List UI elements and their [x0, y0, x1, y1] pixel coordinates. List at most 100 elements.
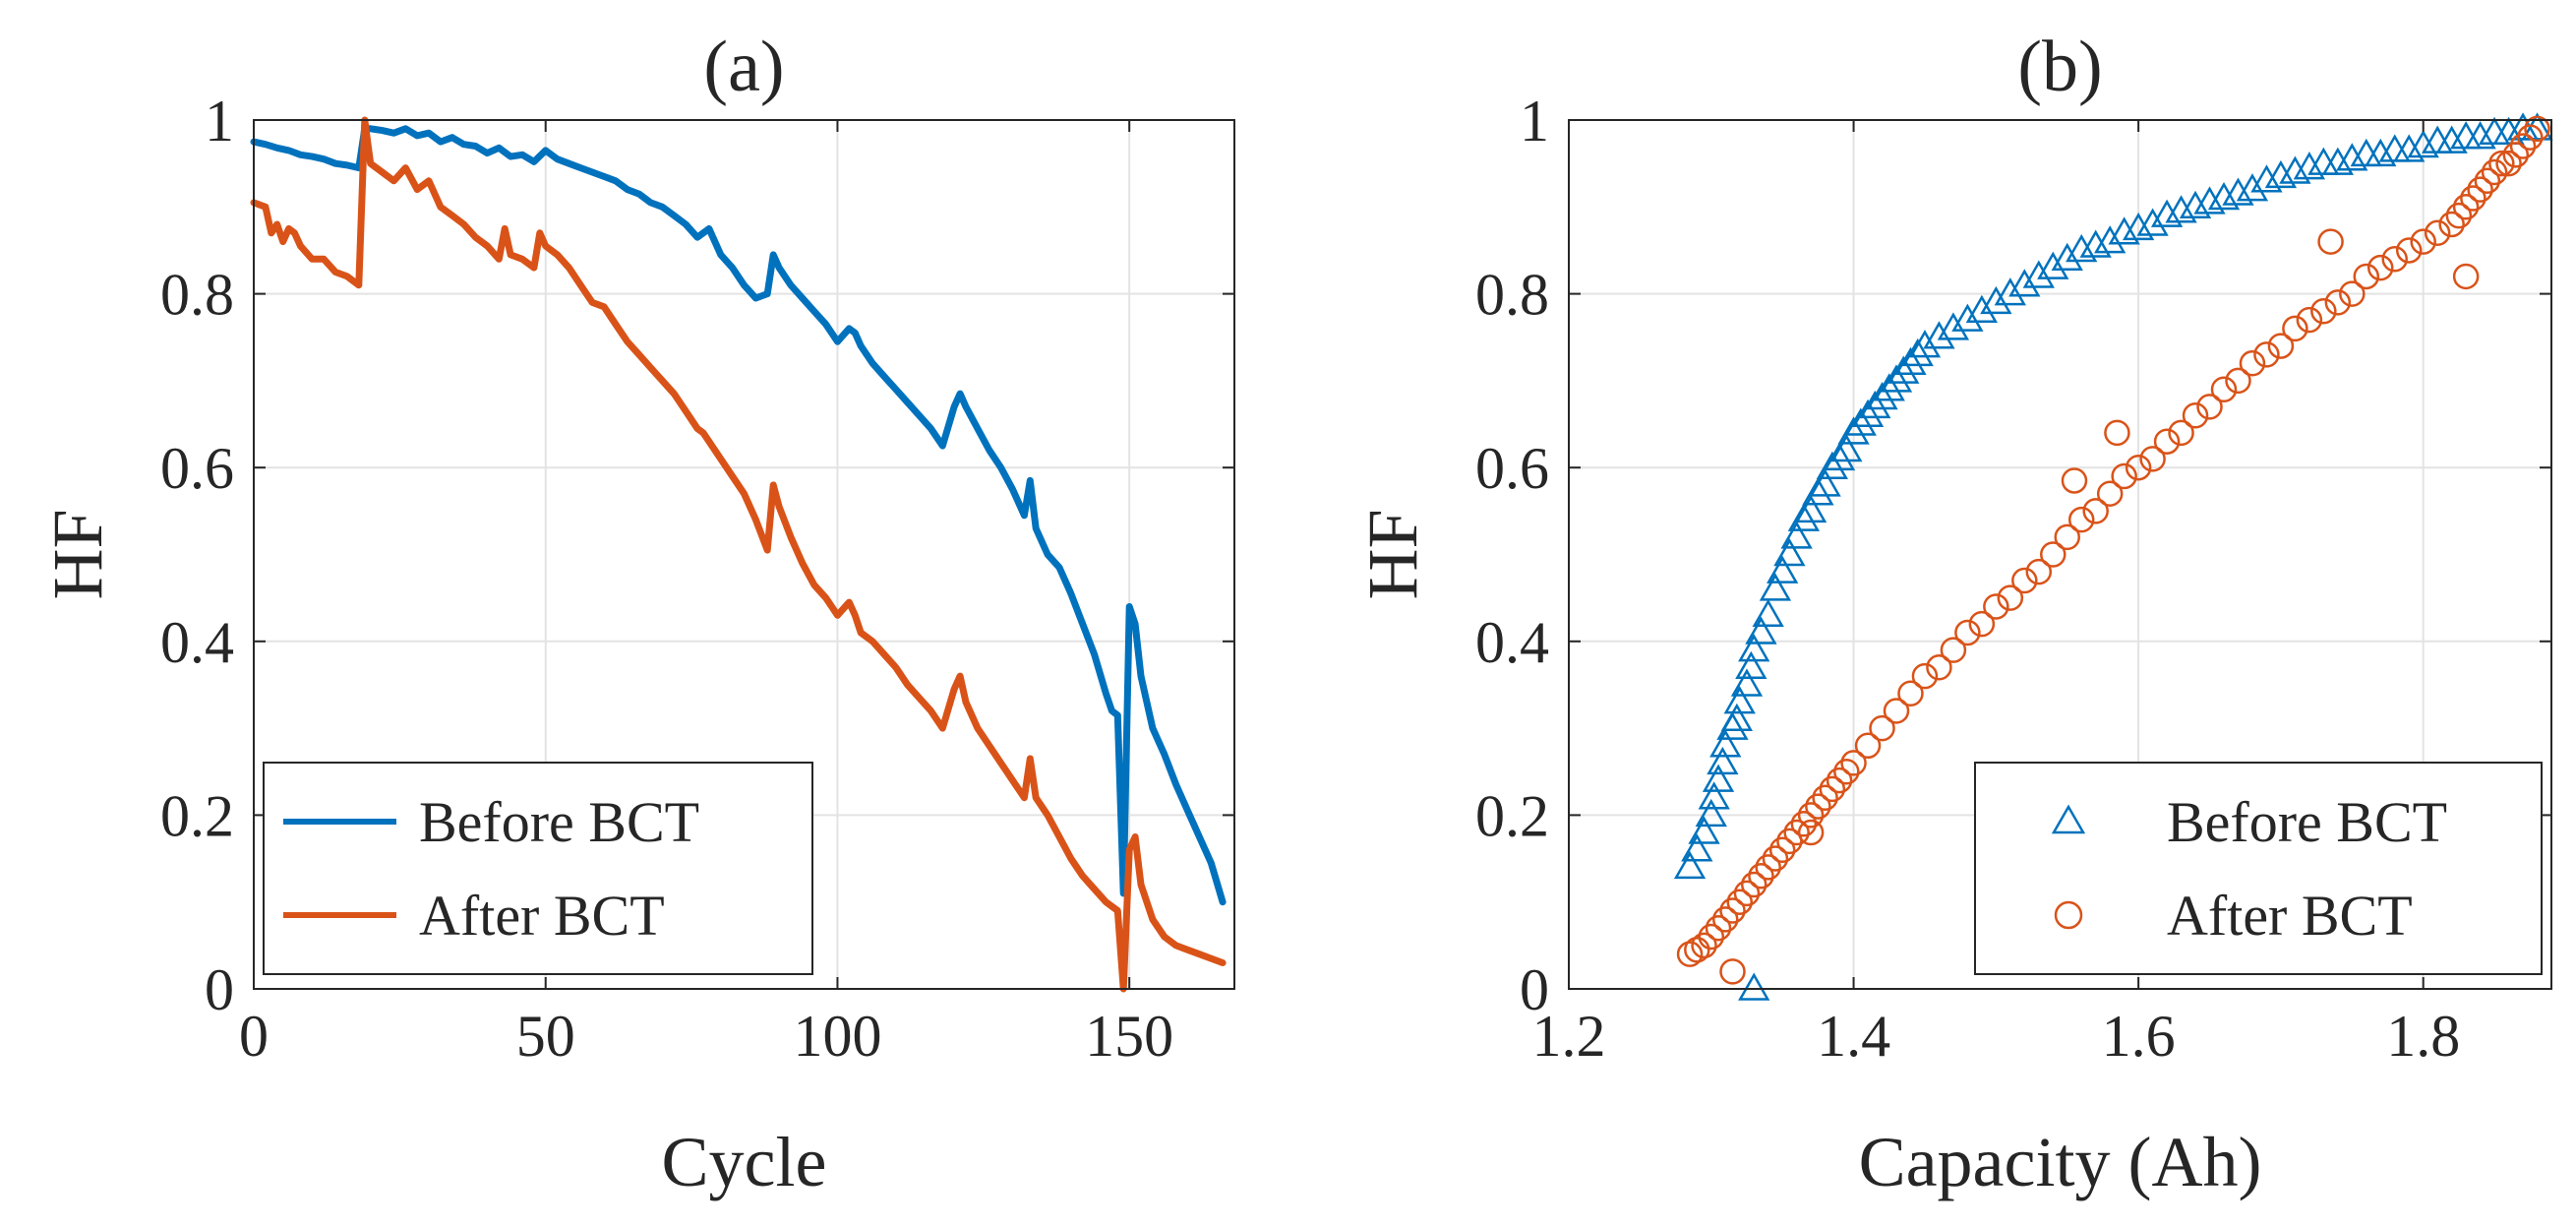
panel-a-x-axis-label: Cycle [662, 1123, 827, 1201]
scatter-point-before-bct [2293, 152, 2326, 180]
scatter-point-before-bct [1773, 537, 1806, 567]
x-tick-label: 150 [1085, 1004, 1173, 1069]
scatter-point-after-bct [1733, 880, 1761, 907]
series-line-after-bct [250, 116, 1227, 993]
scatter-point-before-bct [1730, 668, 1764, 697]
scatter-point-before-bct [1923, 321, 1955, 349]
scatter-point-after-bct [2524, 115, 2550, 143]
scatter-point-before-bct [1844, 407, 1877, 436]
y-tick-label: 1 [1520, 89, 1549, 154]
y-tick-label: 0 [205, 957, 234, 1022]
scatter-point-before-bct [1880, 364, 1913, 393]
scatter-point-after-bct [2104, 419, 2130, 447]
scatter-point-after-bct [2196, 394, 2223, 420]
panel-b-legend-label-before: Before BCT [2167, 790, 2447, 854]
scatter-point-after-bct [1869, 714, 1895, 742]
scatter-point-before-bct [2521, 112, 2553, 141]
scatter-point-before-bct [2066, 233, 2098, 263]
scatter-point-after-bct [1968, 610, 1996, 638]
scatter-point-before-bct [1887, 355, 1920, 384]
scatter-point-before-bct [1738, 634, 1770, 662]
scatter-point-after-bct [2324, 289, 2352, 316]
scatter-point-after-bct [2445, 202, 2473, 229]
scatter-point-after-bct [2424, 219, 2451, 247]
scatter-point-after-bct [2153, 428, 2181, 455]
scatter-point-before-bct [1720, 703, 1753, 732]
scatter-point-before-bct [2165, 195, 2197, 223]
scatter-point-before-bct [1707, 746, 1739, 775]
scatter-point-after-bct [2239, 349, 2266, 377]
scatter-point-before-bct [2207, 181, 2241, 211]
scatter-point-before-bct [2250, 164, 2283, 193]
scatter-point-after-bct [1684, 937, 1710, 963]
scatter-point-before-bct [1937, 312, 1970, 340]
scatter-point-before-bct [1994, 277, 2026, 306]
x-tick-label: 1.2 [1532, 1004, 1606, 1069]
scatter-point-after-bct [1805, 793, 1831, 820]
scatter-point-after-bct [1797, 802, 1825, 829]
scatter-point-after-bct [2182, 401, 2209, 429]
scatter-point-after-bct [2395, 237, 2423, 264]
scatter-point-before-bct [2150, 199, 2184, 227]
scatter-point-before-bct [1738, 972, 1770, 1001]
scatter-point-after-bct [1768, 836, 1796, 863]
scatter-point-after-bct [1833, 759, 1860, 785]
y-tick-label: 0.2 [160, 783, 234, 848]
scatter-point-before-bct [2179, 190, 2212, 219]
scatter-point-before-bct [2321, 147, 2354, 175]
panel-b-legend-box [1974, 762, 2543, 975]
y-tick-label: 0.8 [1475, 263, 1549, 328]
scatter-point-after-bct [1740, 871, 1767, 898]
scatter-point-after-bct [1762, 845, 1789, 872]
scatter-point-after-bct [2225, 367, 2251, 395]
x-tick-label: 1.6 [2102, 1004, 2176, 1069]
legend-circle-marker [2054, 900, 2083, 930]
scatter-point-after-bct [1676, 941, 1704, 967]
scatter-point-after-bct [2488, 150, 2515, 177]
scatter-point-after-bct [2509, 133, 2537, 159]
scatter-point-before-bct [2336, 143, 2368, 171]
scatter-point-after-bct [1755, 854, 1781, 881]
scatter-point-before-bct [1901, 338, 1934, 367]
scatter-point-after-bct [1797, 819, 1825, 846]
panel-a-cycle-plot: 0 50 100 150 0 0.2 0.4 0.6 0.8 1 (a) Cycle HF Bef… [38, 27, 1235, 1201]
scatter-point-before-bct [1802, 477, 1834, 506]
scatter-point-before-bct [2393, 134, 2426, 162]
scatter-point-before-bct [1951, 303, 1984, 332]
scatter-point-before-bct [2108, 216, 2140, 245]
scatter-point-before-bct [1688, 816, 1720, 844]
scatter-point-before-bct [2407, 129, 2439, 158]
scatter-point-after-bct [2125, 454, 2152, 481]
scatter-point-after-bct [2282, 315, 2308, 342]
scatter-point-after-bct [1954, 619, 1981, 646]
scatter-point-after-bct [1883, 698, 1910, 724]
scatter-point-before-bct [1908, 330, 1942, 358]
panel-a-legend-label-after: After BCT [419, 884, 665, 948]
y-tick-label: 0.4 [160, 610, 234, 675]
scatter-point-after-bct [1812, 784, 1838, 811]
scatter-point-after-bct [2082, 498, 2109, 524]
panel-a-title: (a) [703, 27, 784, 107]
panel-b-legend: Before BCT After BCT [1974, 762, 2543, 975]
scatter-point-before-bct [2122, 212, 2155, 241]
panel-b-legend-swatch-after [2054, 900, 2083, 930]
panel-b-tick-labels: 1.2 1.4 1.6 1.8 0 0.2 0.4 0.6 0.8 1 [1475, 89, 2460, 1069]
panel-a-ticks [253, 119, 1234, 990]
scatter-point-after-bct [1705, 914, 1732, 942]
scatter-point-after-bct [2452, 263, 2480, 290]
scatter-point-after-bct [2267, 333, 2295, 359]
scatter-point-after-bct [2381, 246, 2408, 273]
scatter-point-after-bct [2495, 150, 2522, 177]
panel-b-axes-box [1568, 119, 2552, 990]
series-line-before-bct [250, 125, 1227, 906]
scatter-point-before-bct [1980, 285, 2012, 315]
legend-triangle-marker [2051, 804, 2086, 834]
scatter-point-after-bct [2168, 419, 2194, 447]
scatter-point-before-bct [1794, 494, 1827, 523]
scatter-point-before-bct [2365, 138, 2397, 167]
scatter-point-after-bct [1854, 732, 1882, 760]
scatter-point-after-bct [2054, 523, 2080, 551]
panel-b-capacity-plot: 1.2 1.4 1.6 1.8 0 0.2 0.4 0.6 0.8 1 (b) Capacity … [1353, 27, 2553, 1201]
